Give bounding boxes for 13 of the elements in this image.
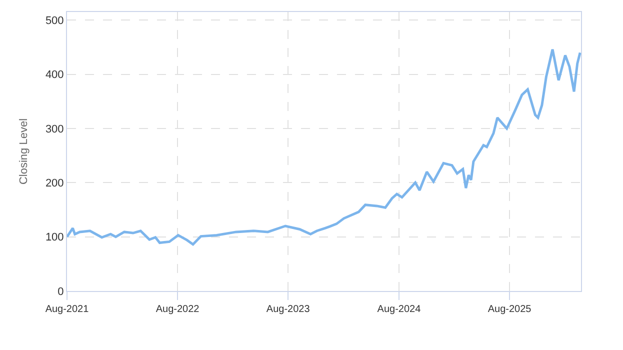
y-tick-label: 300 (45, 123, 64, 136)
y-tick-label: 400 (45, 69, 64, 82)
x-tick-label: Aug-2023 (266, 304, 310, 315)
x-tick-label: Aug-2021 (45, 304, 90, 315)
x-tick-label: Aug-2022 (156, 304, 200, 315)
x-tick-label: Aug-2025 (488, 304, 532, 315)
y-tick-label: 500 (45, 14, 64, 27)
x-tick-label: Aug-2024 (377, 304, 422, 315)
y-tick-label: 200 (45, 178, 64, 190)
y-axis-title: Closing Level (18, 118, 30, 185)
y-tick-label: 0 (58, 286, 64, 298)
y-tick-label: 100 (45, 232, 64, 244)
line-series (67, 48, 581, 246)
